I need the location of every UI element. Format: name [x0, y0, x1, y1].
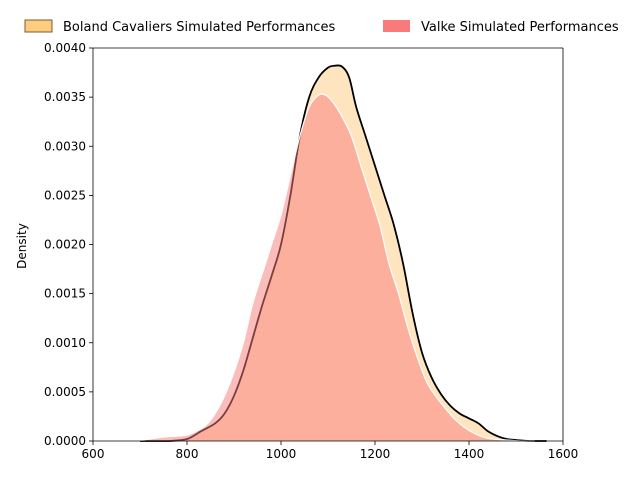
x-tick-label: 600 — [82, 447, 105, 461]
y-tick-label: 0.0005 — [44, 385, 86, 399]
x-tick-label: 1400 — [454, 447, 485, 461]
y-tick-label: 0.0010 — [44, 336, 86, 350]
y-tick-label: 0.0000 — [44, 434, 86, 448]
valke-density-area — [135, 93, 535, 441]
y-tick-label: 0.0040 — [44, 41, 86, 55]
legend-swatch-valke — [383, 20, 410, 32]
x-tick-label: 1200 — [360, 447, 391, 461]
legend: Boland Cavaliers Simulated Performances … — [24, 19, 619, 35]
legend-label-valke: Valke Simulated Performances — [421, 20, 619, 35]
legend-label-boland: Boland Cavaliers Simulated Performances — [63, 20, 335, 35]
y-tick-label: 0.0030 — [44, 139, 86, 153]
legend-swatch-boland — [24, 19, 53, 33]
x-tick-label: 800 — [176, 447, 199, 461]
valke-density-line — [135, 93, 535, 442]
y-tick-label: 0.0020 — [44, 238, 86, 252]
plot-area — [135, 64, 547, 442]
y-axis-label: Density — [15, 223, 29, 269]
y-tick-label: 0.0015 — [44, 287, 86, 301]
axes: 600 800 1000 1200 1400 1600 0.0000 0.0005 0.0010… — [44, 41, 578, 461]
y-tick-label: 0.0035 — [44, 90, 86, 104]
y-tick-label: 0.0025 — [44, 188, 86, 202]
x-tick-label: 1600 — [548, 447, 579, 461]
x-tick-label: 1000 — [266, 447, 297, 461]
